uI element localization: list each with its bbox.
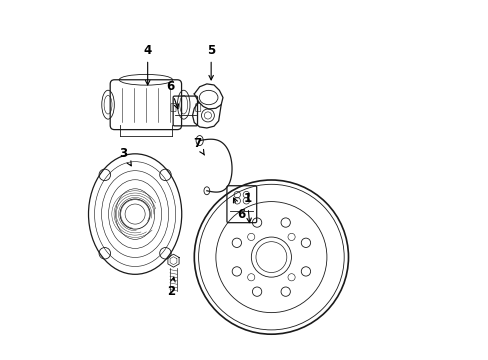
Text: 2: 2 xyxy=(166,277,175,298)
Text: 7: 7 xyxy=(193,137,204,155)
Text: 1: 1 xyxy=(243,192,251,222)
Text: 6: 6 xyxy=(233,198,244,221)
Text: 5: 5 xyxy=(206,44,215,80)
Text: 4: 4 xyxy=(143,44,151,85)
Text: 3: 3 xyxy=(120,147,131,166)
Text: 6: 6 xyxy=(166,80,178,109)
